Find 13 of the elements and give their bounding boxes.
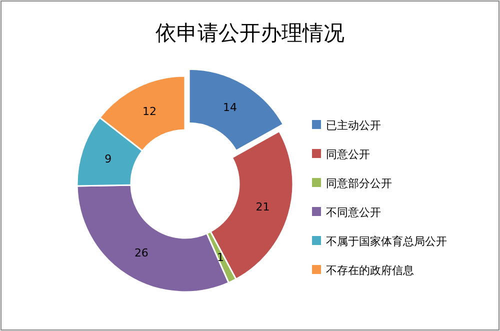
legend-label: 不同意公开 [326,206,381,219]
legend-label: 同意公开 [326,148,370,161]
legend-label: 不存在的政府信息 [326,264,414,277]
data-label: 21 [256,200,270,214]
chart-title: 依申请公开办理情况 [156,21,344,45]
data-label: 14 [222,101,237,114]
data-label: 12 [142,105,156,118]
legend-label: 同意部分公开 [326,177,392,190]
legend-label: 已主动公开 [326,119,381,132]
data-label: 26 [134,246,148,260]
data-label: 9 [104,152,112,166]
data-label: 1 [217,250,224,264]
legend-label: 不属于国家体育总局公开 [326,235,447,248]
